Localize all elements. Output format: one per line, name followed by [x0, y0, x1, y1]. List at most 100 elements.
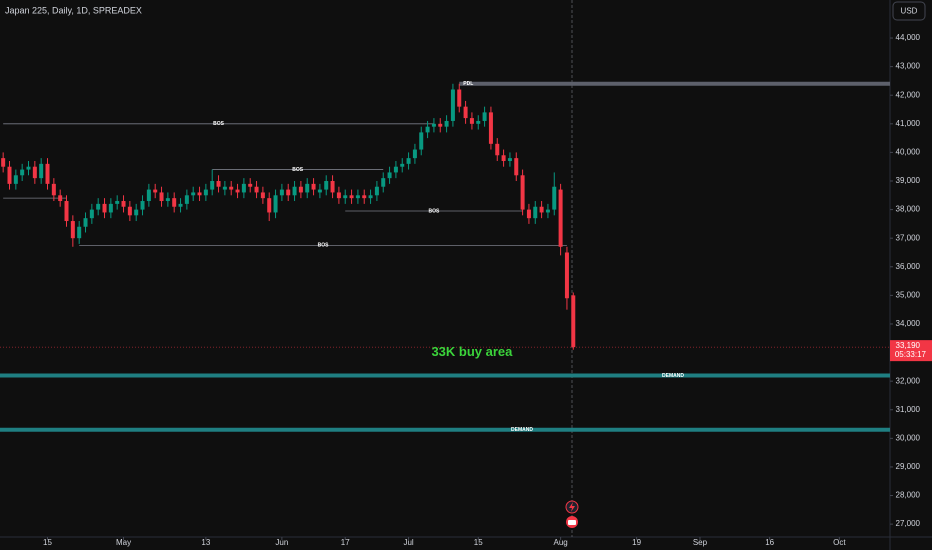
y-tick-label: 40,000	[896, 148, 921, 157]
candle-body	[495, 143, 500, 156]
candle-body	[1, 158, 6, 167]
x-tick-label: Aug	[553, 538, 567, 547]
candle-body	[336, 192, 341, 199]
candle-body	[134, 209, 139, 216]
candle-body	[20, 169, 25, 176]
candle-body	[406, 158, 411, 164]
level-label: DEMAND	[511, 427, 533, 433]
candle-body	[197, 192, 202, 196]
candle-body	[393, 166, 398, 173]
candle-body	[482, 112, 487, 121]
chart-title: Japan 225, Daily, 1D, SPREADEX	[5, 5, 142, 15]
candle-body	[387, 172, 392, 179]
y-tick-label: 42,000	[896, 90, 921, 99]
candle-body	[476, 120, 481, 124]
candle-body	[279, 189, 284, 196]
candle-body	[140, 201, 145, 210]
x-tick-label: 15	[474, 538, 483, 547]
candle-body	[45, 163, 50, 184]
candle-body	[539, 206, 544, 213]
y-tick-label: 37,000	[896, 233, 921, 242]
level-label: BOS	[318, 243, 330, 249]
level-label: BOS	[292, 167, 304, 173]
level-label: DEMAND	[662, 373, 684, 379]
candle-body	[381, 178, 386, 187]
y-tick-label: 35,000	[896, 290, 921, 299]
last-price-tag	[890, 340, 932, 362]
candle-body	[324, 181, 329, 190]
candle-body	[438, 123, 443, 127]
candle-body	[178, 203, 183, 207]
candle-body	[571, 295, 576, 348]
candle-body	[330, 181, 335, 193]
y-tick-label: 32,000	[896, 376, 921, 385]
x-tick-label: 16	[765, 538, 774, 547]
candle-body	[7, 166, 12, 184]
candle-body	[469, 118, 474, 124]
candle-body	[526, 209, 531, 219]
candle-body	[533, 206, 538, 219]
level-label: BOS	[428, 208, 440, 214]
candle-body	[450, 89, 455, 121]
candle-body	[317, 189, 322, 193]
candle-body	[229, 186, 234, 190]
candle-body	[355, 195, 360, 199]
candle-body	[184, 195, 189, 204]
candle-body	[286, 189, 291, 196]
candle-body	[520, 175, 525, 210]
candle-body	[146, 189, 151, 202]
candle-body	[89, 209, 94, 219]
candle-body	[545, 209, 550, 213]
candle-body	[514, 158, 519, 176]
candle-body	[39, 163, 44, 179]
level-label: PDL	[463, 81, 473, 87]
candle-body	[254, 186, 259, 193]
x-tick-label: 17	[341, 538, 350, 547]
candle-body	[419, 132, 424, 150]
y-tick-label: 43,000	[896, 62, 921, 71]
candle-body	[115, 201, 120, 204]
candle-body	[83, 218, 88, 227]
candle-body	[463, 106, 468, 119]
candle-body	[343, 195, 348, 199]
candle-body	[368, 195, 373, 199]
candle-body	[298, 186, 303, 193]
y-tick-label: 27,000	[896, 519, 921, 528]
candle-body	[311, 183, 316, 190]
candle-body	[26, 166, 31, 170]
candle-body	[77, 226, 82, 239]
candle-body	[153, 189, 158, 193]
x-tick-label: 19	[632, 538, 641, 547]
candle-body	[13, 175, 18, 184]
candle-body	[349, 195, 354, 199]
x-tick-label: 15	[43, 538, 52, 547]
candle-body	[431, 123, 436, 127]
candle-body	[216, 181, 221, 187]
x-tick-label: 13	[201, 538, 210, 547]
candle-body	[127, 206, 132, 216]
candle-body	[412, 149, 417, 159]
x-tick-label: Jul	[403, 538, 413, 547]
candle-body	[210, 181, 215, 190]
x-tick-label: Sep	[693, 538, 708, 547]
candle-body	[241, 183, 246, 193]
candle-body	[292, 186, 297, 196]
currency-button[interactable]	[892, 1, 926, 21]
candle-body	[374, 186, 379, 196]
candle-body	[159, 192, 164, 202]
candle-body	[501, 155, 506, 161]
candle-body	[248, 183, 253, 187]
candle-body	[191, 192, 196, 196]
candle-body	[222, 186, 227, 190]
candle-body	[165, 198, 170, 202]
candle-body	[58, 195, 63, 202]
earnings-icon-glyph	[568, 520, 576, 525]
last-price-label: 33,190	[896, 341, 921, 350]
y-tick-label: 34,000	[896, 319, 921, 328]
x-tick-label: Jun	[275, 538, 288, 547]
currency-label[interactable]: USD	[901, 7, 918, 16]
candle-body	[488, 112, 493, 144]
